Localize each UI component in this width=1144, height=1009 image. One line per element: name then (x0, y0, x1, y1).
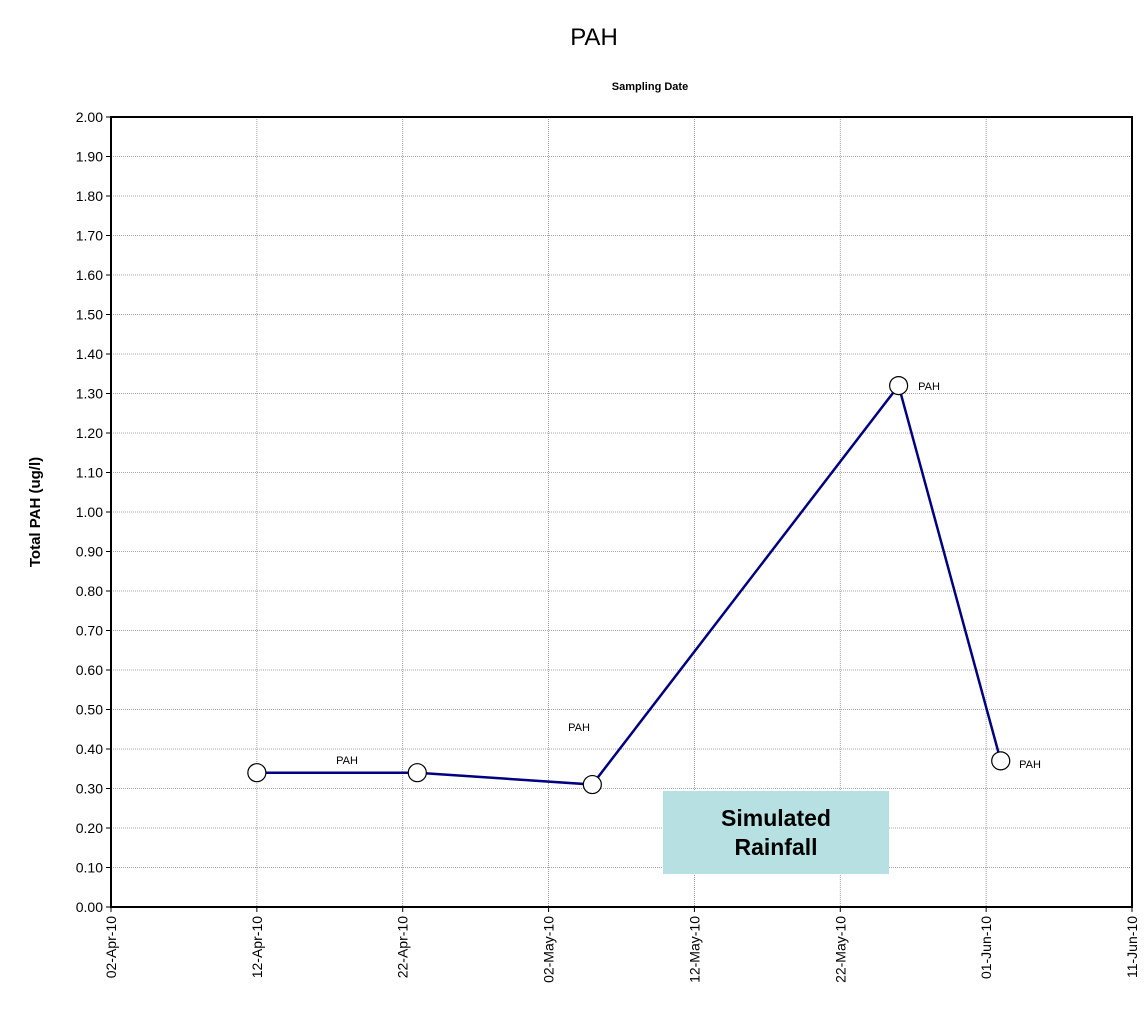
y-axis-label: Total PAH (ug/l) (27, 457, 44, 567)
data-point (582, 774, 602, 795)
x-tick-label: 12-May-10 (686, 916, 702, 983)
y-tick-label: 0.80 (76, 583, 103, 599)
x-tick-label: 02-Apr-10 (103, 916, 119, 978)
y-tick-label: 1.60 (76, 267, 103, 283)
y-tick-label: 1.40 (76, 346, 103, 362)
chart-title: PAH (570, 24, 618, 51)
x-tick-label: 11-Jun-10 (1124, 916, 1140, 978)
data-point (407, 763, 427, 783)
y-tick-label: 0.90 (76, 544, 103, 560)
y-tick-label: 1.50 (76, 307, 103, 323)
y-tick-label: 1.00 (76, 504, 103, 520)
data-label: PAH (336, 755, 358, 767)
x-axis-label: Sampling Date (612, 81, 688, 93)
y-tick-label: 0.40 (76, 741, 103, 757)
annotation-box: Simulated Rainfall (663, 791, 889, 874)
plot-frame (110, 116, 1133, 908)
y-tick-label: 0.00 (76, 899, 103, 915)
data-point (247, 763, 267, 783)
data-point (889, 376, 909, 396)
y-tick-label: 0.30 (76, 781, 103, 797)
y-tick-label: 1.70 (76, 228, 103, 244)
x-tick-label: 02-May-10 (541, 916, 557, 983)
x-tick-label: 22-Apr-10 (395, 916, 411, 978)
x-tick-label: 01-Jun-10 (978, 916, 994, 979)
y-tick-label: 0.70 (76, 623, 103, 639)
y-tick-label: 1.30 (76, 386, 103, 402)
series-line (256, 382, 1002, 786)
data-label: PAH (918, 381, 940, 393)
y-tick-label: 0.50 (76, 702, 103, 718)
data-point (991, 751, 1011, 771)
x-tick-label: 22-May-10 (832, 916, 848, 983)
y-tick-label: 1.80 (76, 188, 103, 204)
x-tick-label: 12-Apr-10 (249, 916, 265, 978)
y-tick-label: 0.10 (76, 860, 103, 876)
y-tick-label: 0.20 (76, 820, 103, 836)
y-tick-label: 1.20 (76, 425, 103, 441)
y-tick-label: 1.90 (76, 149, 103, 165)
data-label: PAH (1019, 759, 1041, 771)
y-tick-label: 0.60 (76, 662, 103, 678)
data-label: PAH (568, 722, 590, 734)
y-tick-label: 2.00 (76, 109, 103, 125)
y-tick-label: 1.10 (76, 465, 103, 481)
